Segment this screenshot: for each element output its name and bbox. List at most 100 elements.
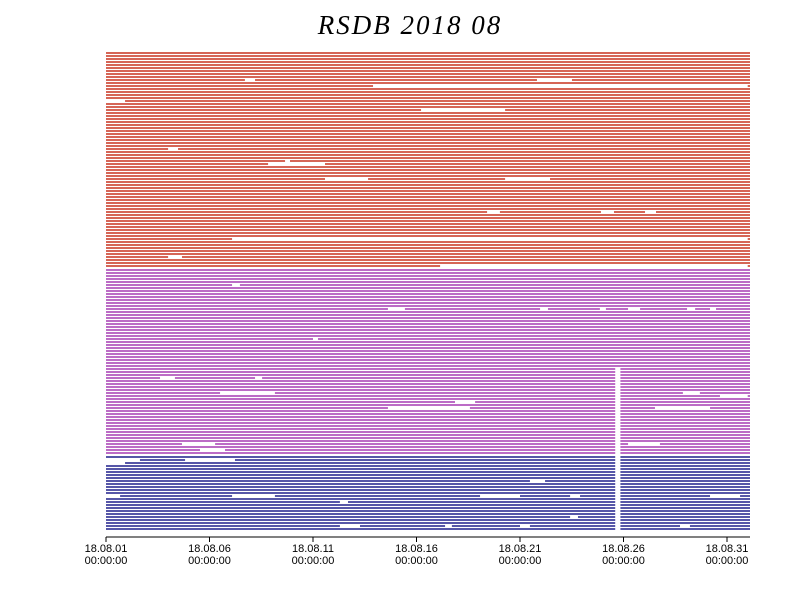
data-gap [615, 494, 621, 498]
data-gap [615, 412, 621, 416]
data-gap [628, 442, 660, 446]
data-gap [220, 391, 275, 395]
data-gap [232, 283, 240, 287]
data-gap [570, 494, 581, 498]
data-gap [615, 527, 621, 531]
data-gap [615, 427, 621, 431]
data-gap [615, 370, 621, 374]
data-gap [285, 159, 291, 163]
data-gap [615, 367, 621, 371]
x-tick-time: 00:00:00 [499, 555, 542, 567]
data-gap [615, 470, 621, 474]
data-gap [615, 421, 621, 425]
x-tick-label: 18.08.16 [395, 543, 438, 555]
data-gap [387, 307, 405, 311]
data-gap [680, 524, 690, 528]
data-gap [615, 403, 621, 407]
data-gap [615, 442, 621, 446]
data-gap [615, 391, 621, 395]
data-gap [487, 210, 500, 214]
x-tick-label: 18.08.21 [499, 543, 542, 555]
data-gap [325, 177, 369, 181]
data-gap [615, 518, 621, 522]
data-gap [536, 78, 572, 82]
data-gap [615, 424, 621, 428]
data-gap [615, 455, 621, 459]
data-gap [615, 439, 621, 443]
data-gap [615, 521, 621, 525]
data-gap [615, 379, 621, 383]
data-gap [106, 494, 121, 498]
data-gap [232, 494, 275, 498]
data-gap [615, 433, 621, 437]
data-gap [615, 509, 621, 513]
data-gap [615, 506, 621, 510]
data-gap [628, 307, 641, 311]
data-gap [268, 162, 326, 166]
data-gap [710, 494, 741, 498]
data-gap [313, 337, 318, 341]
data-gap [520, 524, 530, 528]
data-gap [440, 264, 748, 268]
data-gap [232, 237, 748, 241]
x-tick-time: 00:00:00 [292, 555, 335, 567]
data-gap [615, 503, 621, 507]
data-gap [615, 512, 621, 516]
data-gap [615, 406, 621, 410]
x-tick-time: 00:00:00 [85, 555, 128, 567]
data-gap [615, 476, 621, 480]
data-gap [529, 479, 546, 483]
data-gap [615, 479, 621, 483]
data-gap [615, 515, 621, 519]
data-gap [615, 488, 621, 492]
data-gap [682, 391, 700, 395]
data-gap [710, 307, 717, 311]
data-gap [106, 99, 126, 103]
data-gap [645, 210, 656, 214]
data-gap [615, 461, 621, 465]
data-gap [181, 442, 216, 446]
x-tick-label: 18.08.06 [188, 543, 231, 555]
data-gap [339, 500, 348, 504]
chart-title: RSDB 2018 08 [317, 10, 502, 40]
data-gap [615, 485, 621, 489]
data-gap [615, 385, 621, 389]
data-gap [615, 430, 621, 434]
data-gap [615, 394, 621, 398]
data-gap [615, 482, 621, 486]
x-tick-label: 18.08.26 [602, 543, 645, 555]
data-gap [480, 494, 520, 498]
data-gap [615, 373, 621, 377]
data-gap [615, 467, 621, 471]
data-gap [615, 436, 621, 440]
data-gap [168, 255, 182, 259]
data-gap [615, 451, 621, 455]
data-gap [615, 458, 621, 462]
data-gap [168, 147, 179, 151]
x-tick-label: 18.08.31 [706, 543, 749, 555]
data-gap [570, 515, 578, 519]
x-tick-label: 18.08.01 [85, 543, 128, 555]
data-gap [615, 497, 621, 501]
data-gap [505, 177, 551, 181]
x-tick-label: 18.08.11 [292, 543, 334, 555]
data-gap [339, 524, 360, 528]
data-gap [615, 473, 621, 477]
data-gap [106, 458, 140, 462]
data-gap [455, 400, 476, 404]
data-gap [615, 376, 621, 380]
data-gap [255, 376, 263, 380]
data-gap [160, 376, 175, 380]
data-gap [615, 464, 621, 468]
data-gap [615, 397, 621, 401]
x-tick-time: 00:00:00 [395, 555, 438, 567]
data-gap [387, 406, 470, 410]
x-tick-time: 00:00:00 [602, 555, 645, 567]
data-gap [106, 461, 126, 465]
data-gap [421, 108, 506, 112]
data-gap [615, 448, 621, 452]
data-gap [654, 406, 711, 410]
data-gap [615, 400, 621, 404]
